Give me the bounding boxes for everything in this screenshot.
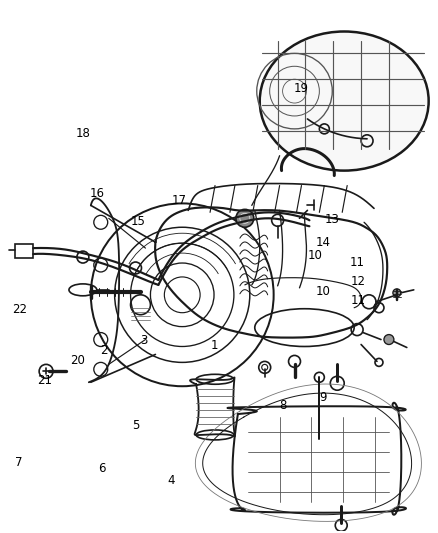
Text: 11: 11 [351,294,366,308]
Text: 7: 7 [15,456,22,469]
Text: 1: 1 [211,340,219,352]
Circle shape [236,209,254,227]
Text: 4: 4 [167,474,175,488]
Text: 13: 13 [325,213,339,227]
Circle shape [393,289,401,297]
Text: 18: 18 [76,126,91,140]
Text: 11: 11 [350,256,365,269]
Text: 19: 19 [293,82,308,94]
Text: 14: 14 [316,236,331,249]
Text: 17: 17 [171,194,187,207]
Text: 3: 3 [141,334,148,347]
Text: 6: 6 [98,462,105,475]
Text: 2: 2 [100,344,107,357]
Text: 15: 15 [131,215,146,228]
Text: 16: 16 [90,187,105,200]
Text: 10: 10 [307,249,322,262]
Text: 21: 21 [37,374,53,387]
Ellipse shape [260,31,429,171]
Text: 8: 8 [280,399,287,412]
Text: 20: 20 [70,354,85,367]
Text: 22: 22 [12,303,27,317]
Text: 12: 12 [351,275,366,288]
Text: 9: 9 [320,391,327,405]
Circle shape [384,335,394,344]
Text: 10: 10 [316,286,331,298]
Text: 5: 5 [133,419,140,432]
